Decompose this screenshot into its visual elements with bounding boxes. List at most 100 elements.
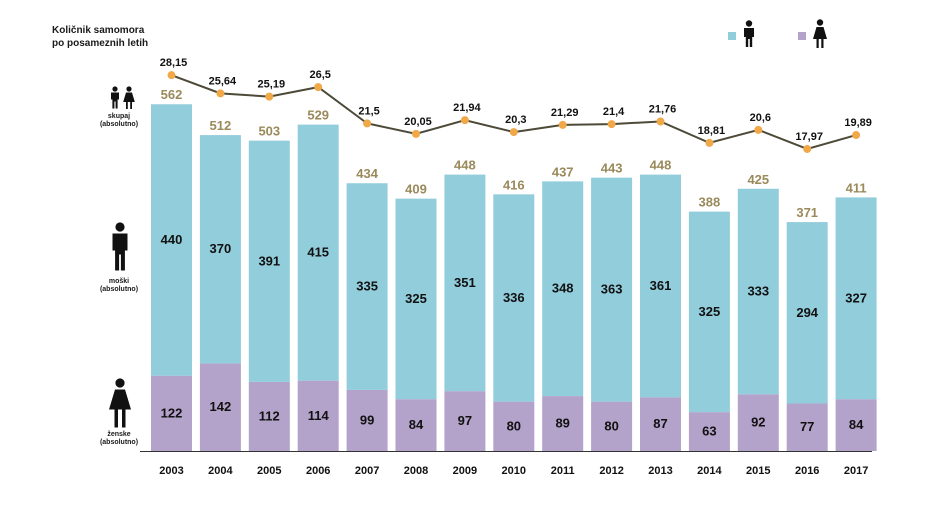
bar-women-2017 — [835, 399, 877, 451]
male-label-line-1: moški — [108, 278, 130, 285]
line-point-2011 — [558, 120, 567, 129]
line-point-2017 — [852, 131, 861, 140]
label-men-2011: 348 — [552, 281, 574, 296]
line-label-2008: 20,05 — [404, 116, 432, 128]
bar-men-2005 — [248, 140, 290, 382]
line-point-2008 — [412, 129, 420, 138]
bar-men-2008 — [395, 198, 437, 400]
legend-swatch-female — [798, 32, 806, 40]
bar-women-2014 — [688, 412, 730, 451]
female-label-line-1: ženske — [107, 431, 131, 438]
bar-men-2007 — [346, 183, 388, 390]
bar-men-2012 — [591, 177, 633, 402]
female-icon — [109, 378, 131, 428]
label-men-2017: 327 — [845, 290, 867, 305]
line-label-2009: 21,94 — [453, 102, 481, 114]
label-women-2016: 77 — [800, 419, 814, 434]
label-total-2014: 388 — [699, 195, 721, 210]
line-label-2015: 20,6 — [750, 112, 771, 124]
bar-women-2010 — [493, 401, 535, 451]
line-label-2012: 21,4 — [603, 106, 625, 118]
label-total-2006: 529 — [307, 108, 329, 123]
label-men-2008: 325 — [405, 291, 427, 306]
chart-title-line-1: Količnik samomora — [52, 25, 145, 36]
bar-women-2013 — [640, 397, 681, 451]
label-total-2011: 437 — [552, 164, 574, 179]
label-men-2005: 391 — [258, 253, 280, 268]
label-total-2009: 448 — [454, 158, 476, 173]
bar-men-2015 — [737, 188, 779, 395]
x-tick-2017: 2017 — [844, 465, 868, 477]
x-tick-2012: 2012 — [599, 465, 623, 477]
line-point-2010 — [509, 128, 518, 137]
line-label-2003: 28,15 — [160, 57, 188, 69]
line-point-2006 — [314, 83, 323, 92]
x-tick-2014: 2014 — [697, 465, 722, 477]
bar-men-2013 — [640, 174, 681, 398]
bar-women-2008 — [395, 399, 437, 451]
legend-swatch-male — [728, 32, 736, 40]
male-icon — [112, 222, 128, 271]
x-tick-2016: 2016 — [795, 465, 819, 477]
line-label-2010: 20,3 — [505, 114, 526, 126]
x-tick-2005: 2005 — [257, 465, 281, 477]
label-total-2013: 448 — [650, 158, 672, 173]
line-point-2012 — [607, 120, 616, 129]
x-tick-2011: 2011 — [551, 465, 575, 477]
label-women-2005: 112 — [259, 408, 280, 423]
bar-women-2004 — [199, 363, 241, 451]
female-label-line-2: (absolutno) — [99, 439, 139, 446]
bar-men-2009 — [444, 174, 486, 392]
label-total-2004: 512 — [210, 118, 232, 133]
bar-women-2009 — [444, 391, 486, 451]
x-tick-2013: 2013 — [648, 465, 672, 477]
male-label-line-2: (absolutno) — [99, 286, 139, 293]
bar-women-2016 — [786, 403, 828, 451]
label-women-2009: 97 — [458, 413, 472, 428]
line-point-2016 — [803, 144, 812, 153]
label-women-2010: 80 — [507, 418, 521, 433]
bar-men-2006 — [297, 124, 339, 381]
chart-title: Količnik samomora po posameznih letih — [52, 24, 148, 50]
line-point-2003 — [167, 71, 176, 80]
line-label-2016: 17,97 — [795, 131, 823, 143]
x-tick-2007: 2007 — [355, 465, 379, 477]
line-point-2007 — [363, 119, 372, 128]
label-women-2003: 122 — [161, 405, 183, 420]
bar-women-2015 — [737, 394, 779, 451]
line-point-2015 — [754, 125, 763, 134]
legend-male-icon — [744, 20, 754, 47]
label-total-2003: 562 — [161, 87, 183, 102]
label-men-2015: 333 — [747, 284, 769, 299]
label-men-2014: 325 — [699, 304, 721, 319]
label-women-2006: 114 — [308, 408, 330, 423]
line-point-2013 — [656, 117, 665, 126]
x-tick-2008: 2008 — [404, 465, 428, 477]
label-women-2008: 84 — [409, 417, 424, 432]
label-men-2006: 415 — [307, 245, 329, 260]
label-total-2015: 425 — [747, 172, 769, 187]
label-total-2012: 443 — [601, 161, 623, 176]
label-men-2013: 361 — [650, 278, 672, 293]
bar-men-2017 — [835, 197, 877, 400]
label-men-2010: 336 — [503, 290, 525, 305]
x-tick-2004: 2004 — [208, 465, 233, 477]
line-point-2005 — [265, 92, 274, 101]
total-label-line-2: (absolutno) — [99, 121, 139, 128]
x-tick-2003: 2003 — [159, 465, 183, 477]
label-total-2010: 416 — [503, 177, 525, 192]
line-label-2017: 19,89 — [844, 117, 872, 129]
female-label: ženske (absolutno) — [84, 431, 154, 447]
label-men-2016: 294 — [796, 305, 818, 320]
label-men-2004: 370 — [210, 241, 232, 256]
label-women-2014: 63 — [702, 424, 716, 439]
label-women-2007: 99 — [360, 412, 374, 427]
label-men-2009: 351 — [454, 275, 476, 290]
bar-men-2011 — [542, 181, 584, 397]
male-label: moški (absolutno) — [84, 278, 154, 294]
label-total-2017: 411 — [846, 180, 867, 195]
bar-men-2010 — [493, 194, 535, 402]
label-women-2015: 92 — [751, 415, 765, 430]
label-total-2016: 371 — [796, 205, 818, 220]
